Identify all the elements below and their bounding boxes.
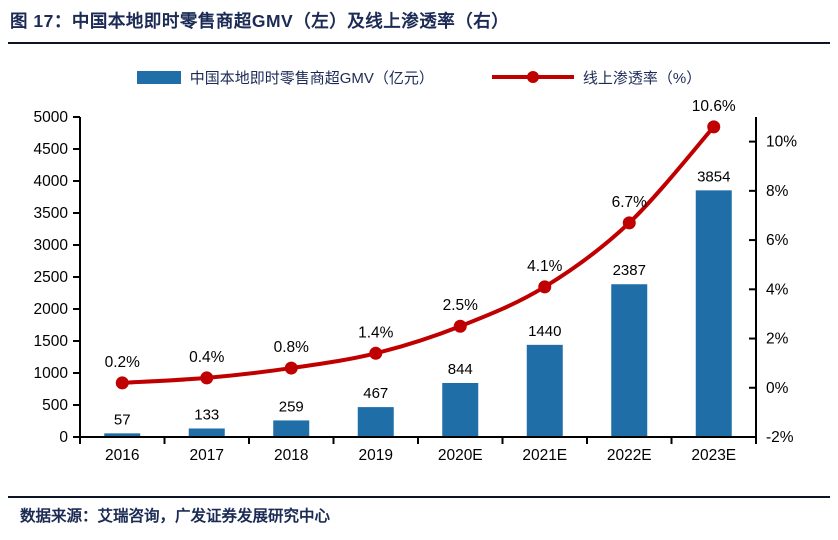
bar-series-swatch-icon [136, 70, 181, 84]
x-axis-category-label: 2017 [190, 447, 224, 464]
line-marker-2018 [284, 361, 298, 375]
right-axis-tick-label: 4% [766, 281, 789, 298]
bar-2019 [357, 407, 394, 437]
bar-value-label: 133 [194, 406, 219, 423]
x-axis-category-label: 2018 [274, 447, 308, 464]
left-axis-tick-label: 2500 [34, 269, 69, 286]
x-axis-category-label: 2021E [522, 447, 567, 464]
penetration-value-label: 0.4% [189, 349, 225, 366]
chart-canvas: 57 133 259 467 844 1440 2387 3854 0 500 1000 1500 20… [34, 98, 798, 464]
left-axis-tick-label: 4500 [34, 141, 69, 158]
legend-item-penetration: 线上渗透率（%） [491, 67, 702, 88]
left-axis-tick-label: 1000 [34, 365, 69, 382]
right-axis-tick-label: 8% [766, 183, 789, 200]
bar-2016 [104, 433, 141, 437]
left-axis-tick-label: 5000 [34, 109, 69, 126]
line-marker-2021E [538, 280, 552, 294]
legend-label-gmv: 中国本地即时零售商超GMV（亿元） [189, 69, 434, 87]
line-marker-2016 [115, 376, 129, 390]
penetration-value-label: 0.2% [105, 354, 141, 371]
line-series-swatch-icon [491, 70, 574, 84]
line-marker-2020E [453, 319, 467, 333]
penetration-value-label: 10.6% [692, 98, 736, 115]
left-axis-tick-label: 2000 [34, 301, 69, 318]
left-axis-tick-label: 0 [59, 429, 68, 446]
bar-2017 [188, 428, 225, 437]
x-axis-category-label: 2020E [438, 447, 483, 464]
x-axis-category-label: 2016 [105, 447, 139, 464]
bar-value-label: 2387 [613, 262, 646, 279]
bar-2022E [611, 284, 648, 437]
left-axis-tick-label: 3000 [34, 237, 69, 254]
legend-item-gmv: 中国本地即时零售商超GMV（亿元） [136, 67, 434, 88]
left-axis-tick-label: 3500 [34, 205, 69, 222]
title-divider [8, 42, 830, 44]
right-axis-tick-label: 2% [766, 331, 789, 348]
bar-2020E [442, 382, 479, 437]
bar-2018 [273, 420, 310, 437]
left-axis-tick-label: 500 [42, 397, 68, 414]
left-axis-tick-label: 4000 [34, 173, 69, 190]
legend-label-penetration: 线上渗透率（%） [582, 69, 702, 87]
source-divider [8, 496, 830, 498]
bar-value-label: 1440 [528, 323, 561, 340]
line-marker-2019 [369, 346, 383, 360]
bar-2023E [695, 190, 732, 437]
penetration-value-label: 1.4% [358, 324, 394, 341]
penetration-value-label: 0.8% [274, 339, 310, 356]
penetration-value-label: 4.1% [527, 258, 563, 275]
right-axis-tick-label: 10% [766, 134, 797, 151]
line-marker-2022E [622, 216, 636, 230]
right-axis-tick-label: 6% [766, 232, 789, 249]
penetration-value-label: 6.7% [612, 194, 648, 211]
penetration-value-label: 2.5% [443, 297, 479, 314]
bar-value-label: 3854 [697, 168, 730, 185]
bar-value-label: 467 [363, 385, 388, 402]
x-axis-category-label: 2023E [691, 447, 736, 464]
right-axis-tick-label: 0% [766, 380, 789, 397]
source-note: 数据来源：艾瑞咨询，广发证券发展研究中心 [20, 508, 331, 525]
left-axis-tick-label: 1500 [34, 333, 69, 350]
bar-value-label: 57 [114, 411, 131, 428]
bar-value-label: 259 [279, 398, 304, 415]
x-axis-category-label: 2022E [607, 447, 652, 464]
bar-value-label: 844 [448, 361, 473, 378]
right-axis-tick-label: -2% [766, 429, 794, 446]
line-marker-2017 [200, 371, 214, 385]
line-marker-2023E [707, 120, 721, 134]
chart-legend: 中国本地即时零售商超GMV（亿元） 线上渗透率（%） [0, 64, 838, 90]
bar-2021E [526, 344, 563, 437]
x-axis-category-label: 2019 [359, 447, 393, 464]
figure-title: 图 17：中国本地即时零售商超GMV（左）及线上渗透率（右） [10, 11, 510, 31]
